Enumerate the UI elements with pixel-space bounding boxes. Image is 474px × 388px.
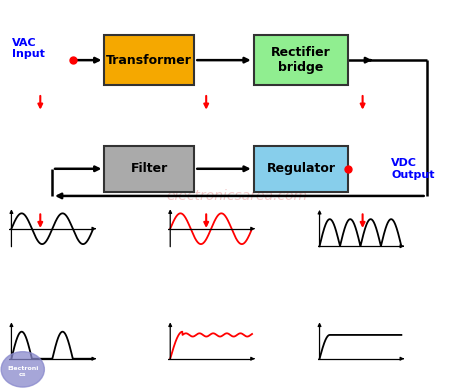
FancyBboxPatch shape (104, 35, 194, 85)
Text: Electroni
cs: Electroni cs (7, 366, 38, 377)
FancyBboxPatch shape (254, 35, 348, 85)
Text: VDC
Output: VDC Output (391, 158, 435, 180)
Text: Transformer: Transformer (106, 54, 192, 67)
Text: electronicsarea.com: electronicsarea.com (166, 189, 308, 203)
Text: VAC
Input: VAC Input (12, 38, 45, 59)
FancyBboxPatch shape (254, 146, 348, 192)
Text: Filter: Filter (131, 162, 168, 175)
Circle shape (1, 352, 45, 387)
FancyBboxPatch shape (104, 146, 194, 192)
Text: Rectifier
bridge: Rectifier bridge (271, 46, 331, 74)
Text: Regulator: Regulator (266, 162, 336, 175)
